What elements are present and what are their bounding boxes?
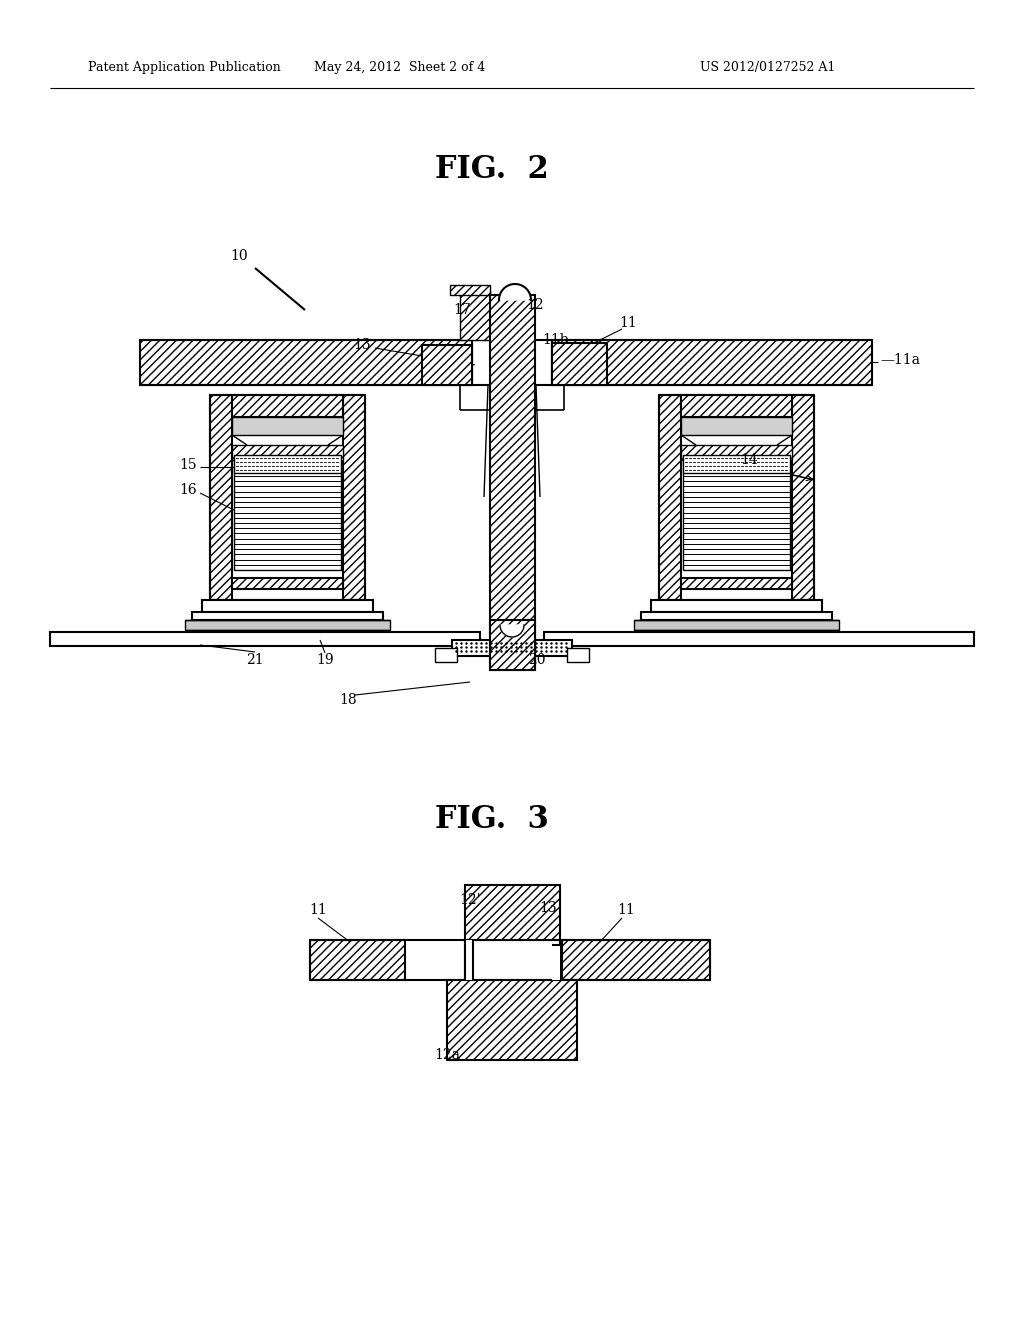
Bar — [683, 455, 790, 473]
Polygon shape — [500, 624, 524, 638]
Text: 11: 11 — [620, 315, 637, 330]
Bar — [641, 612, 831, 620]
Text: 13: 13 — [353, 338, 371, 352]
Bar — [447, 979, 577, 1060]
Bar — [234, 455, 341, 473]
Bar — [140, 341, 472, 385]
Bar — [310, 940, 406, 979]
Text: 17: 17 — [454, 304, 471, 317]
Bar — [232, 395, 343, 417]
Bar — [452, 640, 572, 656]
Bar — [460, 290, 490, 341]
Bar — [490, 294, 535, 671]
Text: 14: 14 — [740, 453, 758, 467]
Text: 15: 15 — [179, 458, 197, 473]
Bar — [634, 620, 839, 630]
Bar — [567, 648, 589, 663]
Text: 20: 20 — [528, 653, 546, 667]
Text: FIG.  2: FIG. 2 — [435, 154, 549, 186]
Bar — [234, 455, 341, 570]
Bar — [544, 632, 974, 645]
Text: 21: 21 — [246, 653, 264, 667]
Bar — [651, 601, 822, 612]
Bar — [562, 940, 710, 979]
Bar — [681, 395, 792, 417]
Bar — [232, 445, 343, 459]
Bar — [50, 632, 480, 645]
Text: US 2012/0127252 A1: US 2012/0127252 A1 — [700, 62, 836, 74]
Bar — [552, 341, 872, 385]
Bar — [552, 343, 607, 385]
Text: May 24, 2012  Sheet 2 of 4: May 24, 2012 Sheet 2 of 4 — [314, 62, 485, 74]
Bar — [185, 620, 390, 630]
Text: 19: 19 — [316, 653, 334, 667]
Bar — [343, 395, 365, 601]
Text: 18: 18 — [339, 693, 356, 708]
Text: 11: 11 — [309, 903, 327, 917]
Bar — [681, 578, 792, 589]
Bar — [792, 395, 814, 601]
Text: 11b: 11b — [543, 333, 569, 347]
Text: 11: 11 — [617, 903, 635, 917]
Bar — [683, 455, 790, 570]
Bar — [659, 395, 681, 601]
Text: 12: 12 — [526, 298, 544, 312]
Bar — [681, 445, 792, 459]
Text: FIG.  3: FIG. 3 — [435, 804, 549, 836]
Bar — [465, 884, 560, 940]
Polygon shape — [499, 284, 531, 300]
Bar — [193, 612, 383, 620]
Bar — [202, 601, 373, 612]
Bar — [552, 945, 560, 979]
Text: —11a: —11a — [880, 352, 920, 367]
Text: 16: 16 — [179, 483, 197, 498]
Text: 12': 12' — [459, 894, 480, 907]
Bar — [232, 578, 343, 589]
Bar — [232, 417, 343, 436]
Bar — [681, 417, 792, 436]
Text: 13: 13 — [540, 902, 557, 915]
Text: 12a: 12a — [434, 1048, 460, 1063]
Text: 10: 10 — [230, 249, 248, 263]
Text: Patent Application Publication: Patent Application Publication — [88, 62, 281, 74]
Bar — [450, 285, 490, 294]
Bar — [435, 648, 457, 663]
Bar — [490, 620, 535, 671]
Bar — [422, 345, 472, 385]
Bar — [465, 940, 473, 979]
Bar — [210, 395, 232, 601]
